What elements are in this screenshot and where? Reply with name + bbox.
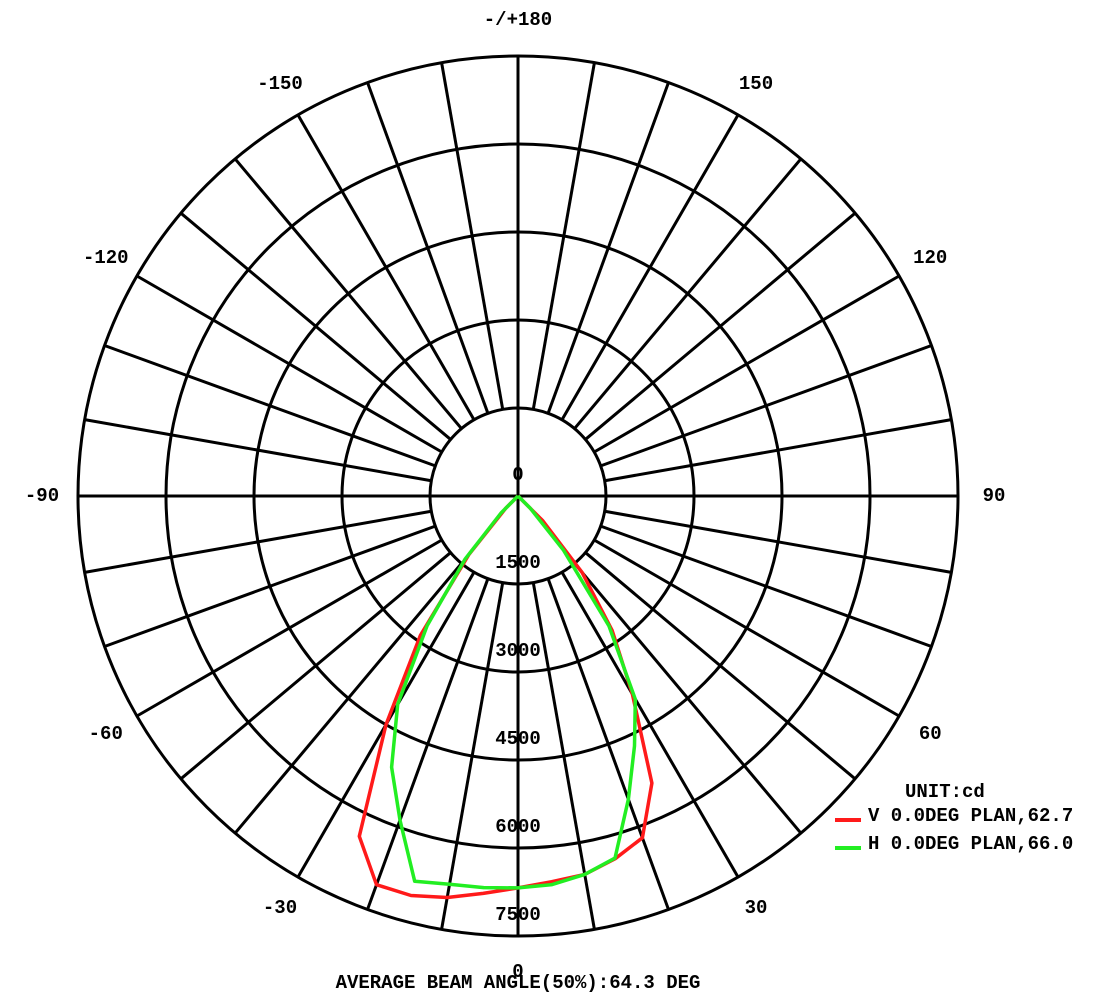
angle-tick-label: 60 bbox=[919, 723, 942, 745]
angle-tick-label: 150 bbox=[739, 73, 773, 95]
angle-tick-label: -30 bbox=[263, 897, 297, 919]
ring bbox=[76, 54, 960, 938]
legend-label: V 0.0DEG PLAN,62.7 bbox=[868, 805, 1073, 827]
angle-tick-label: 90 bbox=[983, 485, 1006, 507]
r-tick-label: 3000 bbox=[495, 640, 541, 662]
angle-tick-label: 0 bbox=[512, 961, 523, 983]
r-tick-label: 4500 bbox=[495, 728, 541, 750]
beam-angle-note: AVERAGE BEAM ANGLE(50%):64.3 DEG bbox=[336, 972, 701, 994]
r-tick-label: 0 bbox=[512, 464, 523, 486]
r-tick-label: 7500 bbox=[495, 904, 541, 926]
angle-tick-label: -60 bbox=[89, 723, 123, 745]
ring bbox=[428, 406, 608, 586]
r-tick-label: 6000 bbox=[495, 816, 541, 838]
unit-label: UNIT:cd bbox=[905, 781, 985, 803]
ring bbox=[340, 318, 696, 674]
ring bbox=[164, 142, 872, 850]
angle-tick-label: -120 bbox=[83, 247, 129, 269]
angle-tick-label: 120 bbox=[913, 247, 947, 269]
legend-label: H 0.0DEG PLAN,66.0 bbox=[868, 833, 1073, 855]
angle-tick-label: 30 bbox=[745, 897, 768, 919]
angle-tick-label: -90 bbox=[25, 485, 59, 507]
series-curve bbox=[389, 494, 638, 890]
angle-tick-label: -150 bbox=[257, 73, 303, 95]
angle-tick-label: -/+180 bbox=[484, 9, 552, 31]
ring bbox=[252, 230, 784, 762]
r-tick-label: 1500 bbox=[495, 552, 541, 574]
